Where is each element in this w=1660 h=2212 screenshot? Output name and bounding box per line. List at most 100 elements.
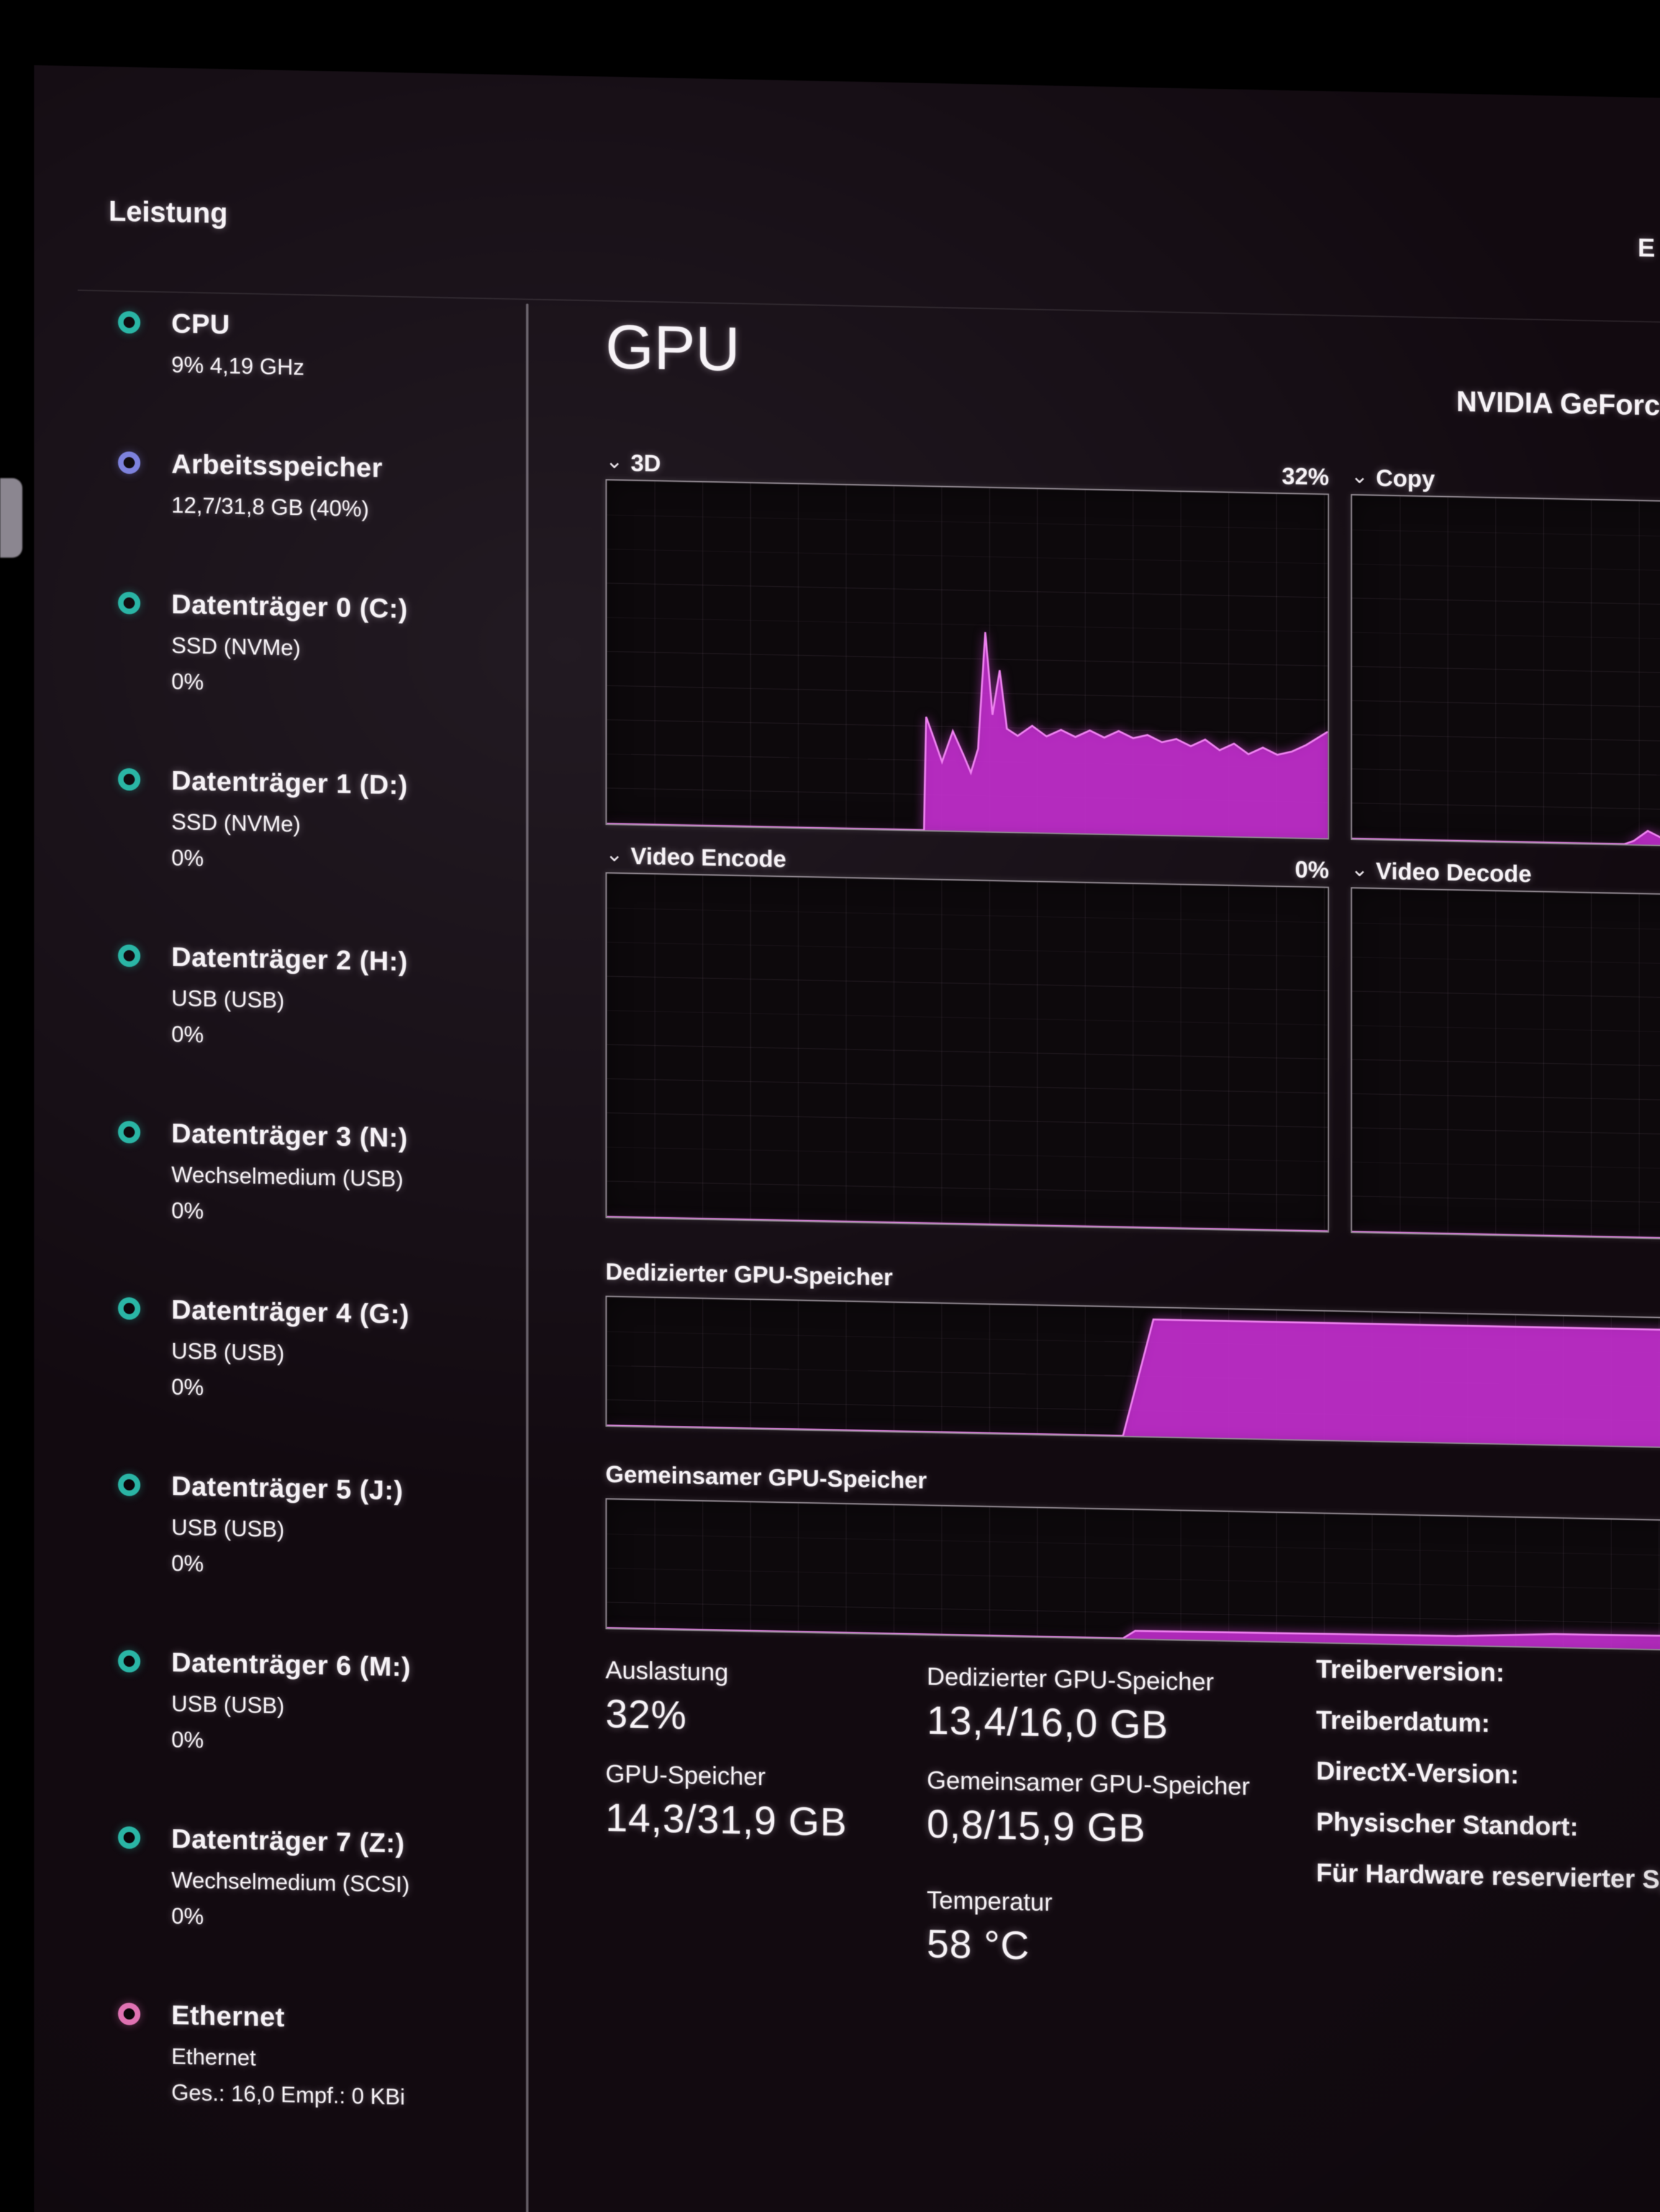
stat-label: Gemeinsamer GPU-Speicher: [927, 1766, 1250, 1801]
sidebar-item-subtext: 0%: [171, 1374, 204, 1400]
stat-value: 58 °C: [927, 1921, 1030, 1969]
page-title: Leistung: [109, 194, 228, 230]
sidebar-item-subtext: 0%: [171, 1021, 204, 1048]
chart-video-encode-label: Video Encode: [630, 843, 787, 873]
sidebar-item-datentr-ger-2-h[interactable]: Datenträger 2 (H:) USB (USB) 0%: [118, 940, 522, 1057]
sidebar-item-arbeitsspeicher[interactable]: Arbeitsspeicher 12,7/31,8 GB (40%): [118, 446, 522, 528]
chart-copy-area: [1352, 496, 1660, 848]
sidebar-item-datentr-ger-5-j[interactable]: Datenträger 5 (J:) USB (USB) 0%: [118, 1469, 522, 1586]
sidebar-item-subtext: USB (USB): [171, 985, 285, 1013]
sidebar-item-subtext: 0%: [171, 1903, 204, 1929]
chart-video-decode: [1351, 887, 1660, 1243]
sidebar-item-datentr-ger-0-c[interactable]: Datenträger 0 (C:) SSD (NVMe) 0%: [118, 587, 522, 704]
sidebar-item-title: Datenträger 6 (M:): [171, 1647, 411, 1683]
stats-column-memory: Dedizierter GPU-Speicher 13,4/16,0 GB Geme…: [927, 1663, 1316, 1998]
chart-3d-label: 3D: [630, 450, 661, 477]
stat-value: 13,4/16,0 GB: [927, 1697, 1169, 1747]
sidebar-item-subtext: USB (USB): [171, 1514, 285, 1543]
sidebar-item-subtext: 12,7/31,8 GB (40%): [171, 492, 370, 522]
task-manager-window: Leistung E CPU 9% 4,19 GHz Arbeitsspeicher…: [34, 65, 1660, 2212]
header-partial-text: E: [1638, 232, 1656, 263]
driver-info-label: Für Hardware reservierter Speicher:: [1316, 1857, 1660, 1896]
gpu-panel: GPU NVIDIA GeForce ⌄ 3D 32% ⌄ Copy ⌄ Vid…: [605, 312, 1660, 2008]
chart-video-decode-area: [1352, 889, 1660, 1241]
sidebar-item-title: Datenträger 3 (N:): [171, 1118, 408, 1154]
sidebar-item-subtext: 9% 4,19 GHz: [171, 351, 305, 380]
sidebar-item-subtext: USB (USB): [171, 1338, 285, 1366]
stat-group: Dedizierter GPU-Speicher 13,4/16,0 GB: [927, 1663, 1316, 1751]
chart-shared-memory: [605, 1498, 1660, 1654]
photo-artifact: [0, 478, 22, 558]
chart-3d-value: 32%: [1281, 463, 1329, 491]
chart-3d: [605, 479, 1329, 840]
sidebar-scrollbar[interactable]: [526, 303, 528, 2212]
meter-ring-icon: [118, 1826, 140, 1849]
meter-ring-icon: [118, 1649, 140, 1673]
chart-3d-area: [607, 481, 1328, 838]
meter-ring-icon: [118, 1473, 140, 1497]
sidebar-item-title: Datenträger 7 (Z:): [171, 1823, 405, 1859]
chart-video-decode-label: Video Decode: [1376, 858, 1532, 887]
sidebar-item-subtext: 0%: [171, 845, 204, 871]
sidebar-item-subtext: 0%: [171, 1726, 204, 1753]
sidebar-item-subtext: SSD (NVMe): [171, 809, 301, 837]
gpu-name: NVIDIA GeForce: [1456, 384, 1660, 422]
stat-group: Auslastung 32%: [605, 1656, 927, 1743]
chart-dedicated-memory: [605, 1295, 1660, 1451]
sidebar-item-title: Datenträger 1 (D:): [171, 765, 408, 801]
chart-copy: [1351, 494, 1660, 850]
sidebar-item-datentr-ger-6-m[interactable]: Datenträger 6 (M:) USB (USB) 0%: [118, 1645, 522, 1762]
sidebar-item-datentr-ger-1-d[interactable]: Datenträger 1 (D:) SSD (NVMe) 0%: [118, 763, 522, 881]
meter-ring-icon: [118, 944, 140, 968]
chart-shared-memory-area: [607, 1500, 1660, 1652]
chart-dedicated-memory-area: [607, 1297, 1660, 1450]
sidebar-item-subtext: Ethernet: [171, 2043, 256, 2071]
sidebar-item-subtext: Wechselmedium (SCSI): [171, 1867, 410, 1898]
meter-ring-icon: [118, 768, 140, 791]
stat-value: 0,8/15,9 GB: [927, 1801, 1146, 1851]
stat-group: Gemeinsamer GPU-Speicher 0,8/15,9 GB: [927, 1767, 1316, 1855]
meter-ring-icon: [118, 2002, 140, 2026]
sidebar-item-datentr-ger-3-n[interactable]: Datenträger 3 (N:) Wechselmedium (USB) 0%: [118, 1116, 522, 1233]
stat-value: 14,3/31,9 GB: [605, 1795, 848, 1845]
meter-ring-icon: [118, 1297, 140, 1320]
sidebar-item-title: CPU: [171, 308, 230, 340]
sidebar-item-subtext: 0%: [171, 1550, 204, 1577]
sidebar-item-cpu[interactable]: CPU 9% 4,19 GHz: [118, 306, 522, 388]
chart-video-encode-area: [607, 874, 1328, 1231]
sidebar-item-subtext: Wechselmedium (USB): [171, 1161, 404, 1192]
stat-value: 32%: [605, 1691, 687, 1738]
chart-copy-label: Copy: [1376, 465, 1435, 492]
stats-column-driver: Treiberversion: Treiberdatum: DirectX-Vers…: [1316, 1643, 1660, 2008]
chevron-down-icon[interactable]: ⌄: [1351, 857, 1369, 882]
stat-label: Dedizierter GPU-Speicher: [927, 1662, 1214, 1697]
sidebar-item-subtext: 0%: [171, 668, 204, 695]
stat-group: GPU-Speicher 14,3/31,9 GB: [605, 1760, 927, 1846]
sidebar-item-subtext: SSD (NVMe): [171, 632, 301, 661]
chevron-down-icon[interactable]: ⌄: [605, 449, 624, 474]
sidebar-item-title: Datenträger 0 (C:): [171, 589, 408, 625]
gpu-stats: Auslastung 32% GPU-Speicher 14,3/31,9 GB De…: [605, 1654, 1660, 2008]
stat-group: Temperatur 58 °C: [927, 1887, 1316, 1975]
sidebar-item-ethernet[interactable]: Ethernet Ethernet Ges.: 16,0 Empf.: 0 KBi: [118, 1998, 522, 2115]
sidebar-item-subtext: 0%: [171, 1197, 204, 1224]
chevron-down-icon[interactable]: ⌄: [605, 842, 624, 867]
sidebar-item-datentr-ger-7-z[interactable]: Datenträger 7 (Z:) Wechselmedium (SCSI) 0%: [118, 1821, 522, 1939]
meter-ring-icon: [118, 451, 140, 474]
sidebar-item-subtext: Ges.: 16,0 Empf.: 0 KBi: [171, 2079, 406, 2110]
sidebar-item-subtext: USB (USB): [171, 1690, 285, 1719]
meter-ring-icon: [118, 591, 140, 615]
stat-label: Temperatur: [927, 1886, 1053, 1916]
chevron-down-icon[interactable]: ⌄: [1351, 464, 1369, 489]
sidebar-item-datentr-ger-4-g[interactable]: Datenträger 4 (G:) USB (USB) 0%: [118, 1292, 522, 1410]
sidebar-item-title: Datenträger 5 (J:): [171, 1471, 404, 1506]
sidebar-item-title: Datenträger 2 (H:): [171, 941, 408, 977]
stat-label: GPU-Speicher: [605, 1760, 766, 1791]
sidebar-item-title: Arbeitsspeicher: [171, 448, 383, 484]
performance-sidebar: CPU 9% 4,19 GHz Arbeitsspeicher 12,7/31,8 G…: [118, 306, 522, 2182]
meter-ring-icon: [118, 310, 140, 334]
charts-grid: ⌄ 3D 32% ⌄ Copy ⌄ Video Encode 0% ⌄ Vi: [605, 446, 1660, 1243]
stat-label: Auslastung: [605, 1656, 728, 1687]
meter-ring-icon: [118, 1120, 140, 1144]
stats-column-usage: Auslastung 32% GPU-Speicher 14,3/31,9 GB: [605, 1656, 927, 1990]
